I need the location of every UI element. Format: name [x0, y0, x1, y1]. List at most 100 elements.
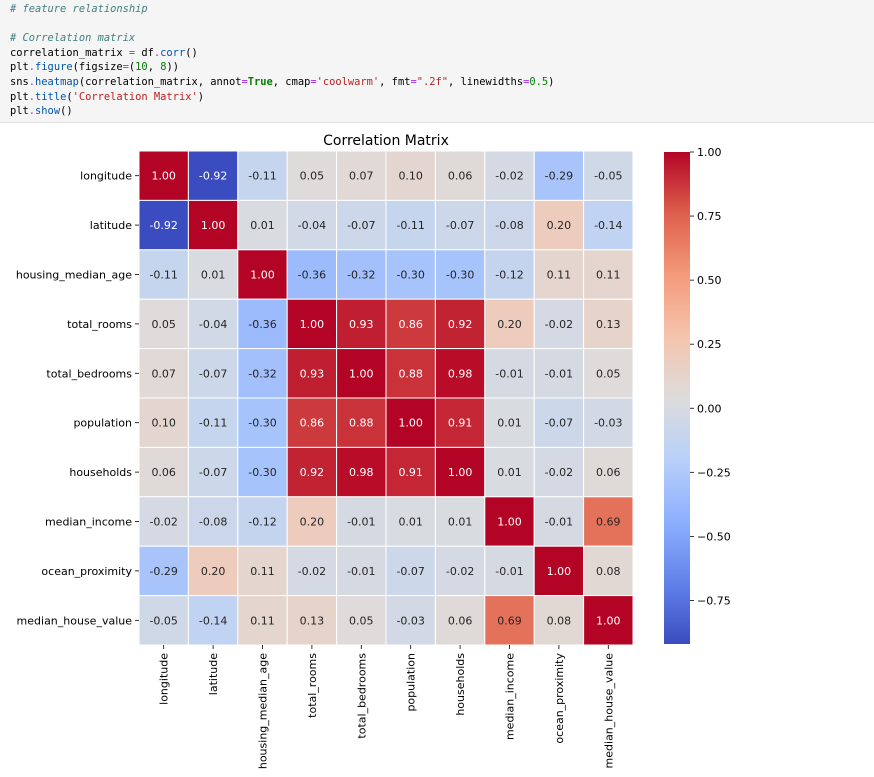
heatmap-cell: [533, 199, 585, 251]
cell-value-label: -0.03: [396, 614, 424, 627]
cell-value-label: 0.07: [151, 367, 176, 380]
x-tick-label: population: [405, 653, 418, 712]
code-token: ".2f": [416, 75, 448, 88]
cell-value-label: -0.29: [149, 565, 177, 578]
heatmap-cell: [138, 199, 189, 251]
code-token: , linewidths: [448, 75, 524, 88]
cell-value-label: 0.01: [497, 417, 522, 430]
heatmap-cell: [237, 595, 288, 646]
cell-value-label: -0.14: [199, 614, 227, 627]
code-token: =: [128, 46, 136, 59]
cell-value-label: -0.30: [446, 269, 474, 282]
code-token: (): [185, 46, 198, 59]
cell-value-label: 0.01: [201, 269, 226, 282]
heatmap-cell: [583, 595, 634, 646]
code-line: correlation_matrix = df.corr(): [10, 47, 198, 59]
cell-value-label: -0.02: [545, 318, 573, 331]
cell-value-label: 0.69: [596, 516, 621, 529]
heatmap-cell: [484, 348, 535, 399]
code-line: sns.heatmap(correlation_matrix, annot=Tr…: [10, 76, 554, 88]
heatmap-cell: [484, 199, 535, 251]
cell-value-label: -0.92: [149, 219, 177, 232]
heatmap-cell: [237, 397, 288, 448]
y-tick-label: total_bedrooms: [46, 367, 132, 380]
cell-value-label: -0.36: [298, 269, 326, 282]
cell-value-label: -0.12: [495, 269, 523, 282]
code-token: ): [548, 75, 555, 88]
heatmap-cell: [385, 298, 436, 350]
cell-value-label: -0.04: [298, 219, 326, 232]
code-token: (: [128, 61, 136, 74]
cell-value-label: 0.20: [547, 219, 572, 232]
cell-value-label: -0.05: [149, 614, 177, 627]
cell-value-label: 0.01: [398, 516, 423, 529]
cell-value-label: 0.86: [300, 417, 325, 430]
cell-value-label: -0.07: [446, 219, 474, 232]
heatmap-cell: [583, 496, 634, 547]
code-token: plt: [10, 90, 29, 103]
code-token: True: [247, 75, 273, 88]
code-token: =: [310, 75, 317, 88]
code-token: .: [153, 46, 161, 59]
cell-value-label: -0.30: [248, 417, 276, 430]
x-tick-label: median_house_value: [602, 653, 615, 769]
code-token: =: [122, 61, 129, 74]
heatmap-cell: [533, 298, 585, 350]
code-cell[interactable]: # feature relationship # Correlation mat…: [0, 0, 874, 123]
cell-value-label: 0.06: [151, 466, 176, 479]
cell-value-label: -0.04: [199, 318, 227, 331]
cell-value-label: -0.08: [199, 516, 227, 529]
code-token: , cmap: [272, 75, 311, 88]
cell-value-label: -0.01: [545, 367, 573, 380]
code-token: (: [66, 90, 73, 103]
heatmap-cell: [434, 298, 486, 350]
heatmap-cell: [533, 348, 585, 399]
cell-value-label: 0.01: [497, 466, 522, 479]
cell-value-label: -0.36: [248, 318, 276, 331]
cell-value-label: 0.01: [250, 219, 275, 232]
heatmap-cell: [336, 249, 387, 300]
cell-value-label: -0.30: [396, 269, 424, 282]
heatmap-cell: [286, 595, 338, 646]
code-token: =: [410, 75, 417, 88]
heatmap-cell: [484, 298, 535, 350]
cell-value-label: -0.11: [149, 269, 177, 282]
cell-value-label: 0.11: [547, 269, 572, 282]
cell-value-label: -0.07: [396, 565, 424, 578]
heatmap-cell: [286, 298, 338, 350]
code-token: show: [35, 105, 61, 118]
code-token: (): [60, 105, 73, 118]
colorbar-tick-label: 1.00: [697, 146, 722, 159]
cell-value-label: -0.92: [199, 170, 227, 183]
cell-value-label: -0.01: [495, 565, 523, 578]
code-line: # Correlation matrix: [10, 32, 135, 44]
cell-value-label: -0.07: [347, 219, 375, 232]
colorbar-tick-label: 0.00: [697, 402, 722, 415]
heatmap-cell: [237, 446, 288, 498]
y-tick-label: housing_median_age: [16, 269, 132, 282]
cell-value-label: 0.11: [250, 614, 275, 627]
cell-value-label: -0.32: [347, 269, 375, 282]
cell-value-label: 0.91: [398, 466, 423, 479]
y-tick-label: total_rooms: [67, 318, 132, 331]
y-tick-label: median_income: [45, 516, 132, 529]
heatmap-cell: [138, 348, 189, 399]
cell-value-label: -0.05: [594, 170, 622, 183]
y-tick-label: longitude: [80, 170, 132, 183]
cell-value-label: -0.11: [396, 219, 424, 232]
cell-value-label: -0.12: [248, 516, 276, 529]
heatmap-cell: [138, 496, 189, 547]
code-token: ): [197, 90, 204, 103]
chart-title: Correlation Matrix: [323, 133, 449, 149]
colorbar: [664, 152, 690, 644]
heatmap-cell: [187, 298, 239, 350]
cell-value-label: -0.07: [199, 367, 227, 380]
colorbar-tick-label: −0.25: [697, 466, 731, 479]
code-editor[interactable]: # feature relationship # Correlation mat…: [10, 2, 554, 119]
heatmap-cell: [237, 249, 288, 300]
cell-value-label: 1.00: [201, 219, 226, 232]
cell-value-label: -0.02: [495, 170, 523, 183]
cell-value-label: 0.98: [349, 466, 374, 479]
cell-value-label: 0.13: [300, 614, 325, 627]
colorbar-tick-label: 0.50: [697, 274, 722, 287]
